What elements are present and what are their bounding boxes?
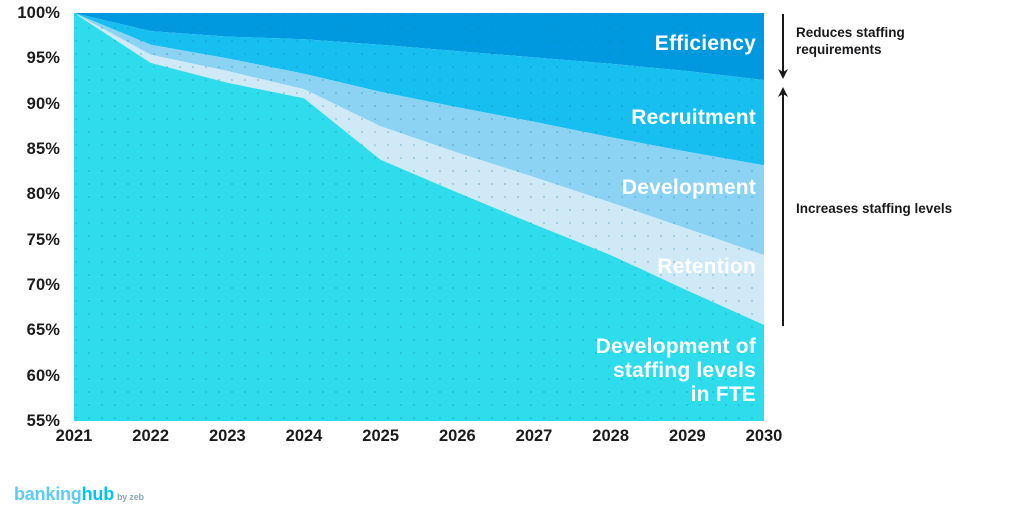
y-tick-label: 75% bbox=[26, 230, 60, 249]
y-tick-label: 80% bbox=[26, 185, 60, 204]
x-axis: 2021 2022 2023 2024 2025 2026 2027 2028 2029 2030 bbox=[56, 427, 783, 453]
y-tick-label: 85% bbox=[26, 140, 60, 158]
y-tick-label: 95% bbox=[26, 49, 60, 68]
dot-texture-overlay bbox=[74, 13, 764, 421]
x-tick-label: 2022 bbox=[132, 427, 170, 445]
y-tick-label: 90% bbox=[26, 94, 60, 113]
down-arrow-icon bbox=[778, 14, 788, 79]
x-tick-label: 2027 bbox=[515, 427, 553, 445]
annotation-increases-staffing: Increases staffing levels bbox=[796, 201, 953, 216]
annotation-reduces-staffing: Reduces staffing requirements bbox=[796, 25, 905, 57]
stacked-area-svg bbox=[74, 13, 764, 421]
logo-banking-text: banking bbox=[14, 484, 82, 504]
up-arrow-icon bbox=[778, 87, 788, 326]
x-tick-label: 2021 bbox=[55, 427, 93, 445]
logo-byzeb-text: by zeb bbox=[117, 492, 144, 502]
annotation-arrows bbox=[778, 14, 788, 326]
y-tick-label: 100% bbox=[17, 4, 60, 22]
logo-hub-text: hub bbox=[81, 484, 115, 504]
x-tick-label: 2026 bbox=[438, 427, 476, 445]
x-tick-label: 2028 bbox=[592, 427, 630, 445]
y-tick-label: 60% bbox=[26, 366, 60, 385]
y-tick-label: 55% bbox=[26, 412, 60, 430]
x-tick-label: 2024 bbox=[285, 427, 323, 445]
y-axis: 100% 95% 90% 85% 80% 75% 70% 65% 60% 55% bbox=[0, 0, 68, 516]
bankinghub-logo[interactable]: banking hub by zeb bbox=[14, 484, 144, 505]
annotation-group: Reduces staffing requirements Increases … bbox=[772, 0, 1024, 460]
x-tick-label: 2025 bbox=[362, 427, 400, 445]
y-tick-label: 65% bbox=[26, 321, 60, 340]
x-tick-label: 2023 bbox=[208, 427, 246, 445]
y-tick-label: 70% bbox=[26, 276, 60, 294]
x-tick-label: 2030 bbox=[745, 427, 783, 445]
x-tick-label: 2029 bbox=[668, 427, 706, 445]
plot-area: Efficiency Recruitment Development Reten… bbox=[74, 13, 764, 421]
